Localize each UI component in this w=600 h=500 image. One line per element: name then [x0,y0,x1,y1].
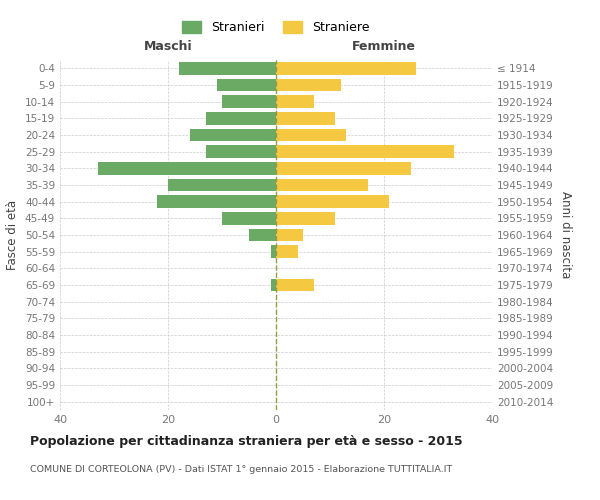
Text: COMUNE DI CORTEOLONA (PV) - Dati ISTAT 1° gennaio 2015 - Elaborazione TUTTITALIA: COMUNE DI CORTEOLONA (PV) - Dati ISTAT 1… [30,465,452,474]
Bar [157,196,276,208]
Y-axis label: Fasce di età: Fasce di età [7,200,19,270]
Bar [276,246,298,258]
Bar [222,212,276,224]
Text: Popolazione per cittadinanza straniera per età e sesso - 2015: Popolazione per cittadinanza straniera p… [30,435,463,448]
Bar [276,62,416,74]
Bar [271,279,276,291]
Bar [276,96,314,108]
Bar [271,246,276,258]
Bar [276,79,341,92]
Text: Femmine: Femmine [352,40,416,54]
Bar [168,179,276,191]
Bar [276,112,335,124]
Legend: Stranieri, Straniere: Stranieri, Straniere [178,16,374,40]
Bar [222,96,276,108]
Bar [179,62,276,74]
Bar [276,162,411,174]
Bar [276,212,335,224]
Bar [276,179,368,191]
Bar [276,196,389,208]
Text: Maschi: Maschi [143,40,193,54]
Bar [206,146,276,158]
Bar [276,229,303,241]
Bar [206,112,276,124]
Bar [276,128,346,141]
Bar [276,279,314,291]
Bar [249,229,276,241]
Bar [98,162,276,174]
Bar [276,146,454,158]
Bar [190,128,276,141]
Bar [217,79,276,92]
Y-axis label: Anni di nascita: Anni di nascita [559,192,572,278]
